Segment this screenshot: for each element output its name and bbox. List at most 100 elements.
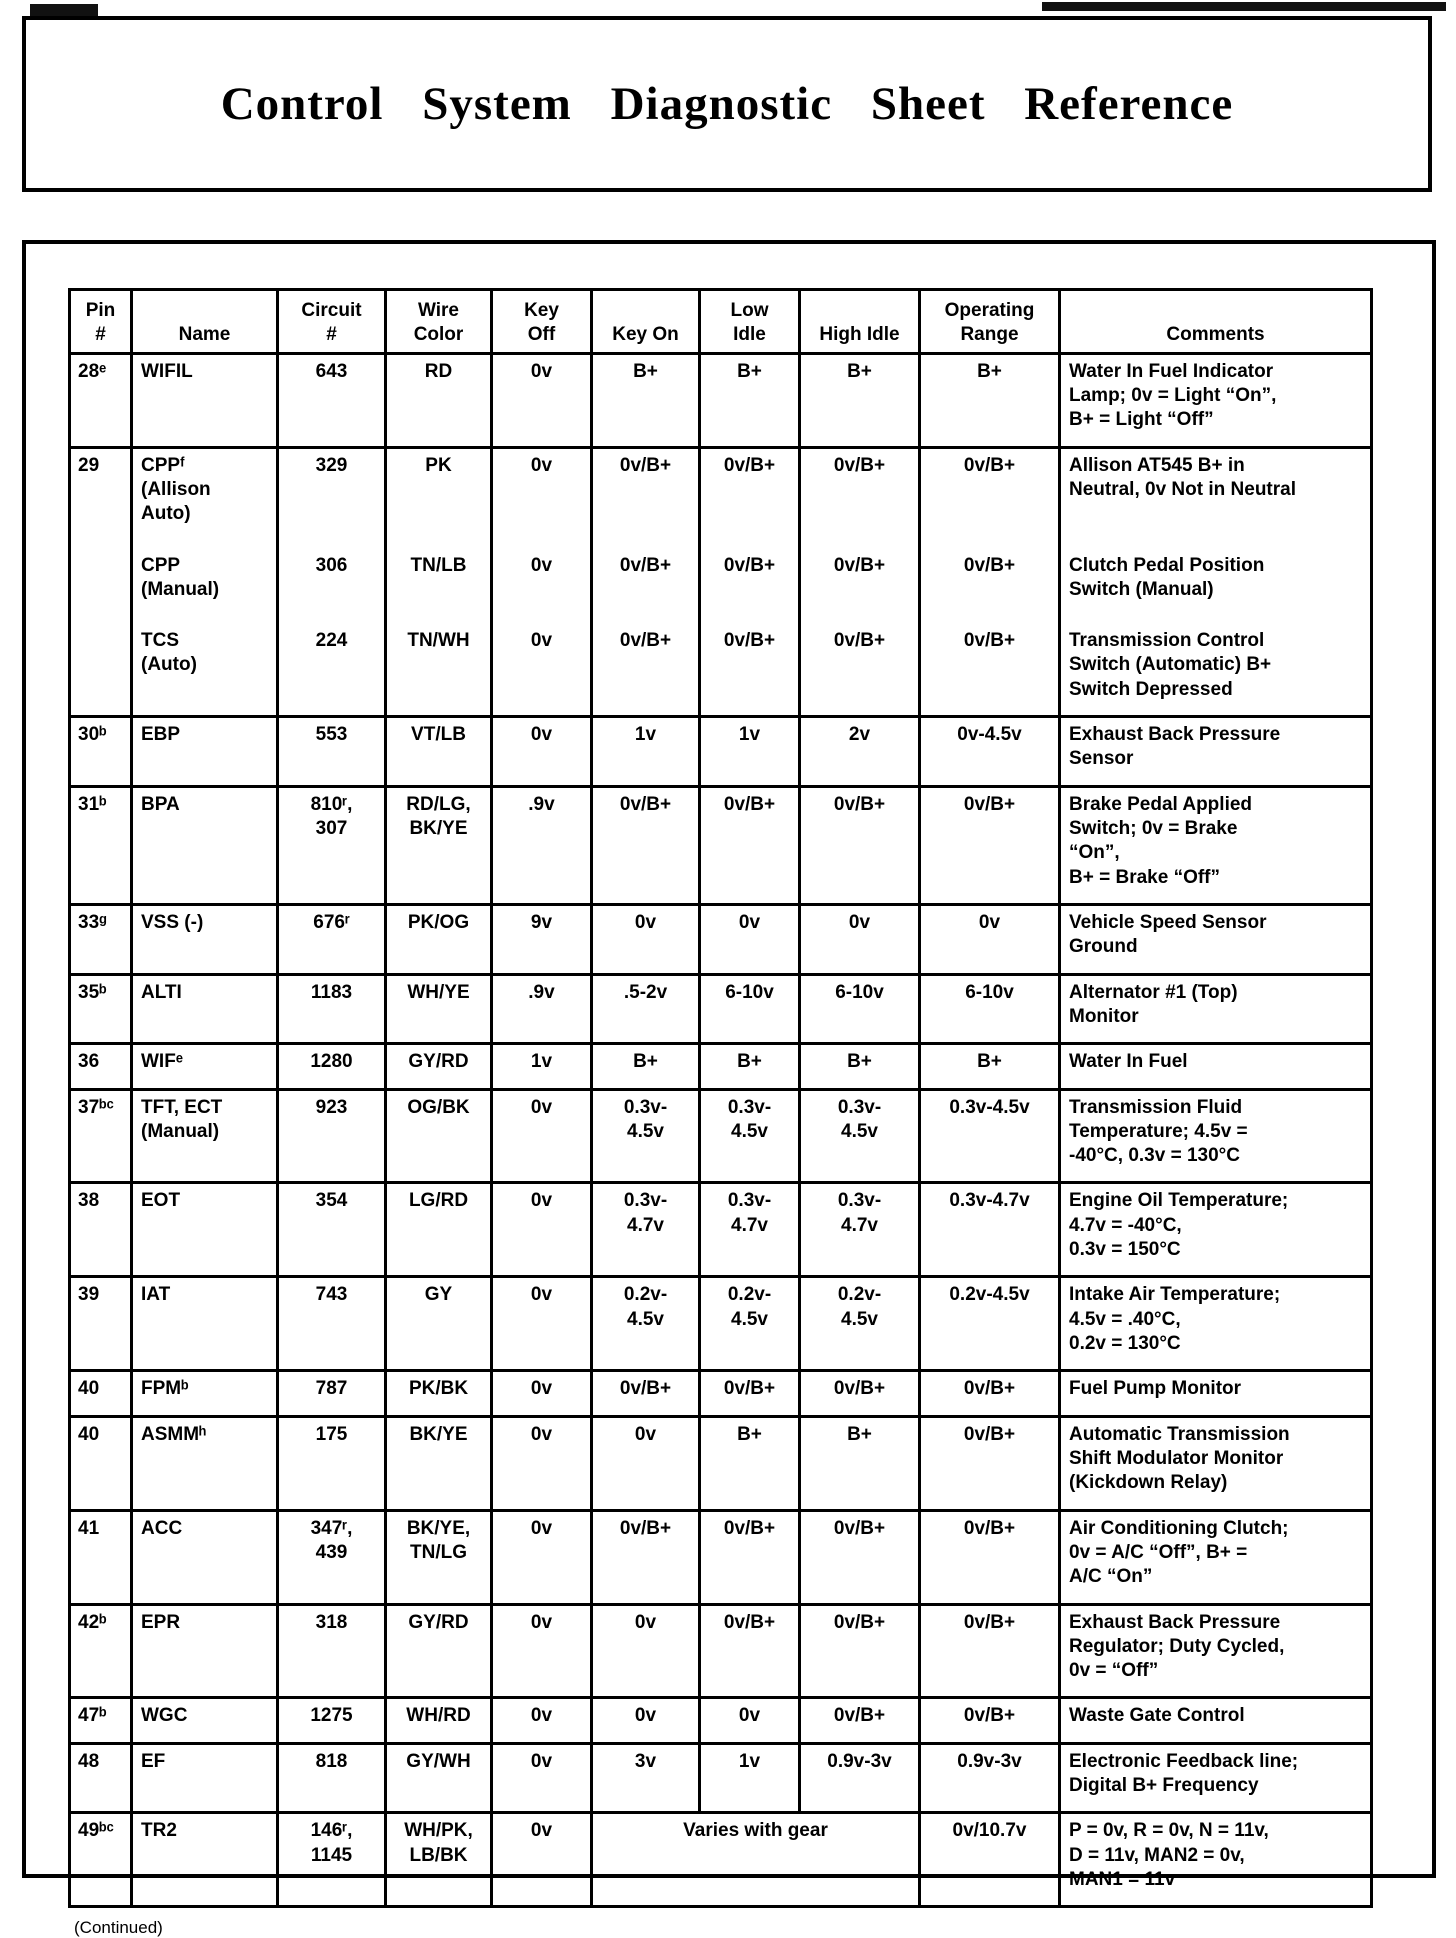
cell-circuit: 1275 bbox=[276, 1696, 387, 1745]
cell-comments: Automatic Transmission Shift Modulator M… bbox=[1058, 1414, 1373, 1512]
cell-key-off: 0v bbox=[490, 445, 593, 549]
cell-operating-range: 0v/B+ bbox=[918, 1696, 1061, 1745]
cell-comments: Brake Pedal Applied Switch; 0v = Brake “… bbox=[1058, 784, 1373, 906]
cell-high-idle: 0.9v-3v bbox=[798, 1741, 921, 1815]
cell-comments: Air Conditioning Clutch; 0v = A/C “Off”,… bbox=[1058, 1508, 1373, 1606]
cell-operating-range: 6-10v bbox=[918, 972, 1061, 1046]
cell-key-off: 0v bbox=[490, 715, 593, 788]
header-wire-color: Wire Color bbox=[384, 288, 493, 355]
cell-key-off: 1v bbox=[490, 1042, 593, 1091]
cell-comments: Clutch Pedal Position Switch (Manual) bbox=[1058, 548, 1373, 625]
cell-key-on: 1v bbox=[590, 715, 701, 788]
cell-pin: 38 bbox=[68, 1181, 133, 1279]
cell-circuit: 643 bbox=[276, 351, 387, 449]
cell-pin: 37ᵇᶜ bbox=[68, 1087, 133, 1185]
table-row: 30ᵇ EBP 553 VT/LB 0v 1v 1v 2v 0v-4.5v Ex… bbox=[68, 715, 1373, 788]
cell-low-idle: 0.3v- 4.5v bbox=[698, 1087, 801, 1185]
cell-operating-range: 0v/B+ bbox=[918, 1508, 1061, 1606]
cell-circuit: 224 bbox=[276, 624, 387, 719]
cell-comments: Intake Air Temperature; 4.5v = .40°C, 0.… bbox=[1058, 1275, 1373, 1373]
cell-key-on: 0.2v- 4.5v bbox=[590, 1275, 701, 1373]
cell-wire-color: WH/RD bbox=[384, 1696, 493, 1745]
cell-operating-range: 0v-4.5v bbox=[918, 715, 1061, 788]
cell-name: FPMᵇ bbox=[130, 1369, 279, 1418]
header-key-off: Key Off bbox=[490, 288, 593, 355]
cell-name: EPR bbox=[130, 1602, 279, 1700]
cell-low-idle: B+ bbox=[698, 1414, 801, 1512]
cell-pin: 40 bbox=[68, 1414, 133, 1512]
table-row: 40 FPMᵇ 787 PK/BK 0v 0v/B+ 0v/B+ 0v/B+ 0… bbox=[68, 1369, 1373, 1418]
cell-operating-range: 0.3v-4.5v bbox=[918, 1087, 1061, 1185]
cell-low-idle: 1v bbox=[698, 715, 801, 788]
cell-circuit: 1183 bbox=[276, 972, 387, 1046]
cell-pin: 36 bbox=[68, 1042, 133, 1091]
cell-high-idle: 0v/B+ bbox=[798, 548, 921, 625]
cell-operating-range: 0v/B+ bbox=[918, 1602, 1061, 1700]
cell-operating-range: 0v bbox=[918, 902, 1061, 976]
cell-key-on: B+ bbox=[590, 351, 701, 449]
cell-comments: Water In Fuel bbox=[1058, 1042, 1373, 1091]
cell-pin: 41 bbox=[68, 1508, 133, 1606]
cell-wire-color: TN/LB bbox=[384, 548, 493, 625]
cell-operating-range: 0v/B+ bbox=[918, 624, 1061, 719]
cell-comments: Exhaust Back Pressure Sensor bbox=[1058, 715, 1373, 788]
cell-low-idle: 0.2v- 4.5v bbox=[698, 1275, 801, 1373]
header-key-on: Key On bbox=[590, 288, 701, 355]
continued-note: (Continued) bbox=[74, 1918, 163, 1938]
cell-wire-color: GY bbox=[384, 1275, 493, 1373]
cell-low-idle: 0v bbox=[698, 1696, 801, 1745]
cell-circuit: 810ʳ, 307 bbox=[276, 784, 387, 906]
cell-high-idle: 0v/B+ bbox=[798, 1508, 921, 1606]
cell-circuit: 329 bbox=[276, 445, 387, 549]
cell-circuit: 306 bbox=[276, 548, 387, 625]
cell-key-on: 0.3v- 4.7v bbox=[590, 1181, 701, 1279]
cell-key-off: 0v bbox=[490, 1741, 593, 1815]
cell-name: WGC bbox=[130, 1696, 279, 1745]
cell-key-on: 0v/B+ bbox=[590, 548, 701, 625]
cell-comments: Water In Fuel Indicator Lamp; 0v = Light… bbox=[1058, 351, 1373, 449]
cell-name: ACC bbox=[130, 1508, 279, 1606]
cell-name: EOT bbox=[130, 1181, 279, 1279]
cell-circuit: 787 bbox=[276, 1369, 387, 1418]
cell-comments: Fuel Pump Monitor bbox=[1058, 1369, 1373, 1418]
cell-low-idle: 0v/B+ bbox=[698, 1369, 801, 1418]
cell-wire-color: RD bbox=[384, 351, 493, 449]
cell-key-on: B+ bbox=[590, 1042, 701, 1091]
cell-circuit: 347ʳ, 439 bbox=[276, 1508, 387, 1606]
table-row: 38 EOT 354 LG/RD 0v 0.3v- 4.7v 0.3v- 4.7… bbox=[68, 1181, 1373, 1279]
cell-high-idle: 2v bbox=[798, 715, 921, 788]
cell-low-idle: 0v/B+ bbox=[698, 1508, 801, 1606]
cell-name: BPA bbox=[130, 784, 279, 906]
cell-name: TCS (Auto) bbox=[130, 624, 279, 719]
cell-high-idle: 0.3v- 4.7v bbox=[798, 1181, 921, 1279]
cell-operating-range: 0v/B+ bbox=[918, 548, 1061, 625]
cell-key-off: 0v bbox=[490, 1181, 593, 1279]
cell-varies-with-gear: Varies with gear bbox=[590, 1811, 921, 1909]
cell-low-idle: 0v bbox=[698, 902, 801, 976]
table-container: Pin # Name Circuit # Wire Color Key Off … bbox=[22, 240, 1436, 1937]
cell-pin: 40 bbox=[68, 1369, 133, 1418]
cell-name: CPPᶠ (Allison Auto) bbox=[130, 445, 279, 549]
cell-comments: Transmission Fluid Temperature; 4.5v = -… bbox=[1058, 1087, 1373, 1185]
cell-high-idle: 0.3v- 4.5v bbox=[798, 1087, 921, 1185]
cell-circuit: 818 bbox=[276, 1741, 387, 1815]
table-row: 42ᵇ EPR 318 GY/RD 0v 0v 0v/B+ 0v/B+ 0v/B… bbox=[68, 1602, 1373, 1700]
cell-low-idle: B+ bbox=[698, 351, 801, 449]
cell-comments: P = 0v, R = 0v, N = 11v, D = 11v, MAN2 =… bbox=[1058, 1811, 1373, 1909]
cell-wire-color: RD/LG, BK/YE bbox=[384, 784, 493, 906]
table-row: 39 IAT 743 GY 0v 0.2v- 4.5v 0.2v- 4.5v 0… bbox=[68, 1275, 1373, 1373]
cell-operating-range: 0.9v-3v bbox=[918, 1741, 1061, 1815]
table-row: 47ᵇ WGC 1275 WH/RD 0v 0v 0v 0v/B+ 0v/B+ … bbox=[68, 1696, 1373, 1745]
cell-key-off: 0v bbox=[490, 1087, 593, 1185]
cell-wire-color: PK/OG bbox=[384, 902, 493, 976]
cell-pin: 35ᵇ bbox=[68, 972, 133, 1046]
cell-name: IAT bbox=[130, 1275, 279, 1373]
cell-key-on: 0v/B+ bbox=[590, 624, 701, 719]
cell-key-off: 0v bbox=[490, 548, 593, 625]
table-row: 40 ASMMʰ 175 BK/YE 0v 0v B+ B+ 0v/B+ Aut… bbox=[68, 1414, 1373, 1512]
header-operating-range: Operating Range bbox=[918, 288, 1061, 355]
cell-low-idle: B+ bbox=[698, 1042, 801, 1091]
cell-key-on: 0v/B+ bbox=[590, 1369, 701, 1418]
cell-low-idle: 0v/B+ bbox=[698, 624, 801, 719]
cell-comments: Vehicle Speed Sensor Ground bbox=[1058, 902, 1373, 976]
